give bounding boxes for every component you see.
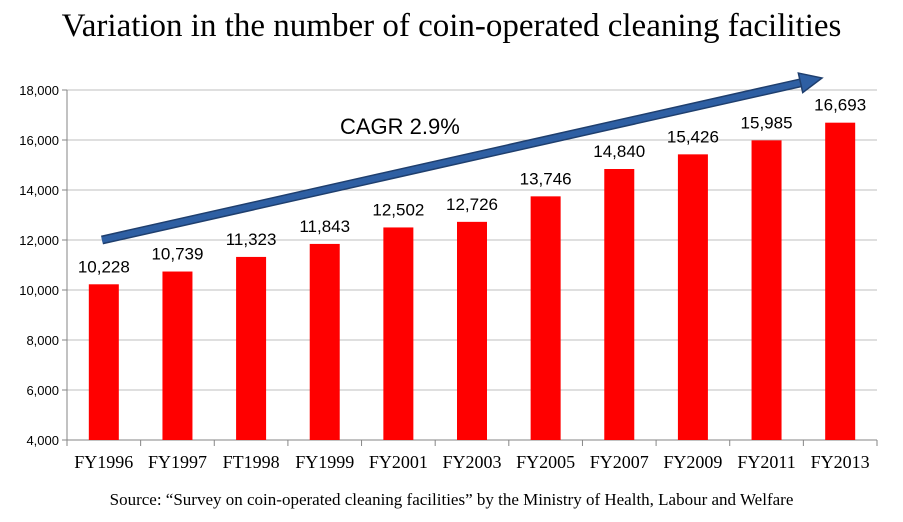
data-label: 10,228 (78, 257, 130, 276)
source-note: Source: “Survey on coin-operated cleanin… (109, 490, 794, 509)
arrow-head (797, 72, 824, 94)
y-axis-ticks: 4,000 6,000 8,000 10,000 12,000 14,000 16,000 1… (19, 83, 59, 448)
data-label: 12,726 (446, 195, 498, 214)
x-tick-label: FY1997 (148, 452, 207, 472)
data-label: 13,746 (520, 169, 572, 188)
x-tick-label: FY2007 (590, 452, 649, 472)
data-label: 10,739 (151, 245, 203, 264)
x-tick-label: FY2009 (663, 452, 722, 472)
cagr-annotation: CAGR 2.9% (340, 114, 460, 139)
data-label: 15,985 (741, 113, 793, 132)
data-label: 12,502 (372, 200, 424, 219)
bar (457, 221, 487, 440)
y-tick-label: 14,000 (19, 183, 59, 198)
bar (383, 227, 414, 440)
bar (309, 243, 340, 440)
bar (236, 256, 267, 440)
data-label: 11,843 (299, 217, 350, 236)
bar (530, 196, 561, 440)
y-tick-label: 6,000 (26, 383, 59, 398)
bar (88, 284, 119, 440)
arrow-shaft (101, 79, 802, 243)
y-tick-label: 8,000 (26, 333, 59, 348)
x-tick-label: FY2013 (811, 452, 870, 472)
bar (751, 140, 782, 440)
bars (88, 122, 856, 441)
y-tick-label: 12,000 (19, 233, 59, 248)
x-axis-ticks: FY1996 FY1997 FT1998 FY1999 FY2001 FY2003 FY20… (74, 452, 869, 472)
bar-chart: 4,000 6,000 8,000 10,000 12,000 14,000 16,000 1… (19, 72, 878, 472)
data-label: 16,693 (814, 96, 866, 115)
y-tick-label: 18,000 (19, 83, 59, 98)
x-tick-label: FY1999 (295, 452, 354, 472)
chart-title: Variation in the number of coin-operated… (61, 8, 842, 44)
x-tick-label: FT1998 (223, 452, 280, 472)
bar (162, 271, 193, 440)
data-label: 11,323 (226, 230, 277, 249)
y-tick-label: 16,000 (19, 133, 59, 148)
y-tick-label: 4,000 (26, 433, 59, 448)
x-tick-label: FY2001 (369, 452, 428, 472)
x-tick-label: FY2005 (516, 452, 575, 472)
y-tick-label: 10,000 (19, 283, 59, 298)
cagr-arrow (101, 72, 824, 245)
bar (604, 169, 635, 440)
x-tick-label: FY2011 (737, 452, 795, 472)
data-labels: 10,228 10,739 11,323 11,843 12,502 12,726 13,7… (78, 96, 866, 277)
bar (677, 154, 708, 440)
bar (825, 122, 856, 441)
x-tick-label: FY1996 (74, 452, 133, 472)
data-label: 14,840 (593, 142, 645, 161)
data-label: 15,426 (667, 127, 719, 146)
x-tick-label: FY2003 (442, 452, 501, 472)
